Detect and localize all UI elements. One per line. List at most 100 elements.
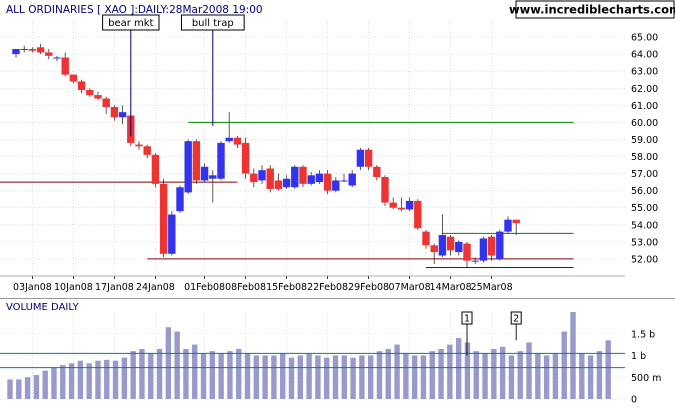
candle-body-down <box>323 173 332 191</box>
candle <box>307 171 315 186</box>
candle-body-up <box>504 219 512 232</box>
candle-body-up <box>217 142 225 179</box>
candle <box>455 240 463 256</box>
annotation-label: bear mkt <box>108 18 153 29</box>
date-tick-label: 22Feb08 <box>307 282 348 293</box>
candle <box>192 139 201 184</box>
volume-bar <box>403 353 409 399</box>
volume-bar <box>359 355 365 399</box>
candle-body-up <box>496 231 504 259</box>
volume-bar <box>526 342 532 399</box>
candle-body-up <box>340 180 348 182</box>
candle-body-down <box>422 231 430 246</box>
price-tick-label: 60.00 <box>631 118 658 129</box>
candle-body-up <box>356 149 365 167</box>
date-tick-label: 17Jan08 <box>95 282 134 293</box>
candle-body-up <box>53 57 61 59</box>
volume-bar <box>236 348 242 399</box>
candle-body-up <box>282 178 291 188</box>
candle-body-down <box>364 149 373 167</box>
candle <box>397 197 406 212</box>
candle-body-down <box>143 146 151 155</box>
volume-marker-label: 2 <box>513 314 519 325</box>
volume-bar <box>605 340 611 399</box>
candle-body-down <box>512 219 520 224</box>
candle <box>61 52 69 77</box>
volume-bar <box>60 365 66 399</box>
volume-tick-label: 1 b <box>631 351 646 362</box>
volume-bar <box>587 355 594 399</box>
site-banner[interactable]: www.incrediblecharts.com <box>509 0 675 19</box>
candle-body-down <box>102 98 110 108</box>
candle-body-up <box>455 241 463 253</box>
price-tick-label: 63.00 <box>631 67 658 78</box>
candle <box>241 137 250 179</box>
candle <box>315 170 324 184</box>
candle <box>299 165 307 188</box>
volume-bar <box>455 338 462 399</box>
candle-body-up <box>176 187 184 212</box>
volume-bar <box>561 331 567 399</box>
date-tick-label: 14Mar08 <box>430 282 472 293</box>
candle <box>143 144 151 159</box>
candle-body-up <box>479 238 488 261</box>
candle <box>135 141 143 150</box>
price-tick-label: 53.00 <box>631 237 658 248</box>
candle <box>36 43 45 55</box>
date-tick-label: 29Feb08 <box>348 282 389 293</box>
price-tick-label: 65.00 <box>631 33 658 44</box>
volume-bar <box>139 348 145 399</box>
candle-body-up <box>307 175 315 184</box>
site-banner-box <box>515 0 675 19</box>
candle <box>168 211 176 256</box>
volume-marker-box <box>461 311 473 325</box>
candle-body-down <box>86 89 94 96</box>
date-tick-label: 07Mar08 <box>389 282 431 293</box>
candle-body-down <box>28 49 37 51</box>
candle <box>176 185 184 213</box>
candle <box>151 153 160 188</box>
candle-body-up <box>315 173 324 183</box>
candle-body-down <box>487 236 496 256</box>
candle <box>414 199 422 230</box>
candle <box>225 112 233 143</box>
price-tick-label: 52.00 <box>631 254 658 265</box>
volume-bar <box>148 353 154 399</box>
volume-bar <box>517 351 523 399</box>
candle-body-down <box>36 47 45 53</box>
candle-body-up <box>225 137 233 142</box>
volume-bar <box>491 348 497 399</box>
candle-body-up <box>12 49 20 55</box>
candle <box>77 79 86 94</box>
candle-body-down <box>414 200 422 229</box>
volume-bar <box>315 355 321 399</box>
candle <box>53 55 61 61</box>
candle <box>463 241 471 268</box>
volume-bar <box>543 355 550 399</box>
volume-bar <box>68 363 75 399</box>
candle <box>479 236 488 263</box>
candle-body-down <box>94 95 102 99</box>
volume-bar <box>447 344 453 399</box>
price-tick-label: 59.00 <box>631 135 658 146</box>
candle <box>487 235 496 261</box>
volume-bar <box>394 344 400 399</box>
candle <box>512 219 520 236</box>
candle <box>373 165 381 181</box>
volume-bar <box>473 351 479 399</box>
volume-bar <box>385 348 391 399</box>
candle <box>266 165 274 193</box>
candle-body-up <box>118 112 127 118</box>
candle-body-up <box>332 180 340 191</box>
price-tick-label: 62.00 <box>631 84 658 95</box>
candle-body-down <box>233 137 242 145</box>
volume-bar <box>332 355 339 399</box>
candle-body-up <box>168 214 176 254</box>
volume-bar <box>288 357 295 399</box>
volume-bar <box>244 353 251 399</box>
candle-body-down <box>463 243 471 261</box>
volume-bar <box>209 351 216 399</box>
candle <box>340 173 348 183</box>
candle <box>110 105 119 121</box>
